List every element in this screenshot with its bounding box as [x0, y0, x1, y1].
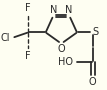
Text: N: N: [50, 5, 57, 15]
Text: F: F: [25, 50, 31, 60]
Text: HO: HO: [58, 57, 73, 67]
Text: Cl: Cl: [1, 33, 10, 43]
Text: O: O: [89, 77, 96, 87]
Text: O: O: [58, 44, 65, 54]
Text: N: N: [65, 5, 73, 15]
Text: S: S: [93, 27, 99, 37]
Text: F: F: [25, 3, 31, 13]
